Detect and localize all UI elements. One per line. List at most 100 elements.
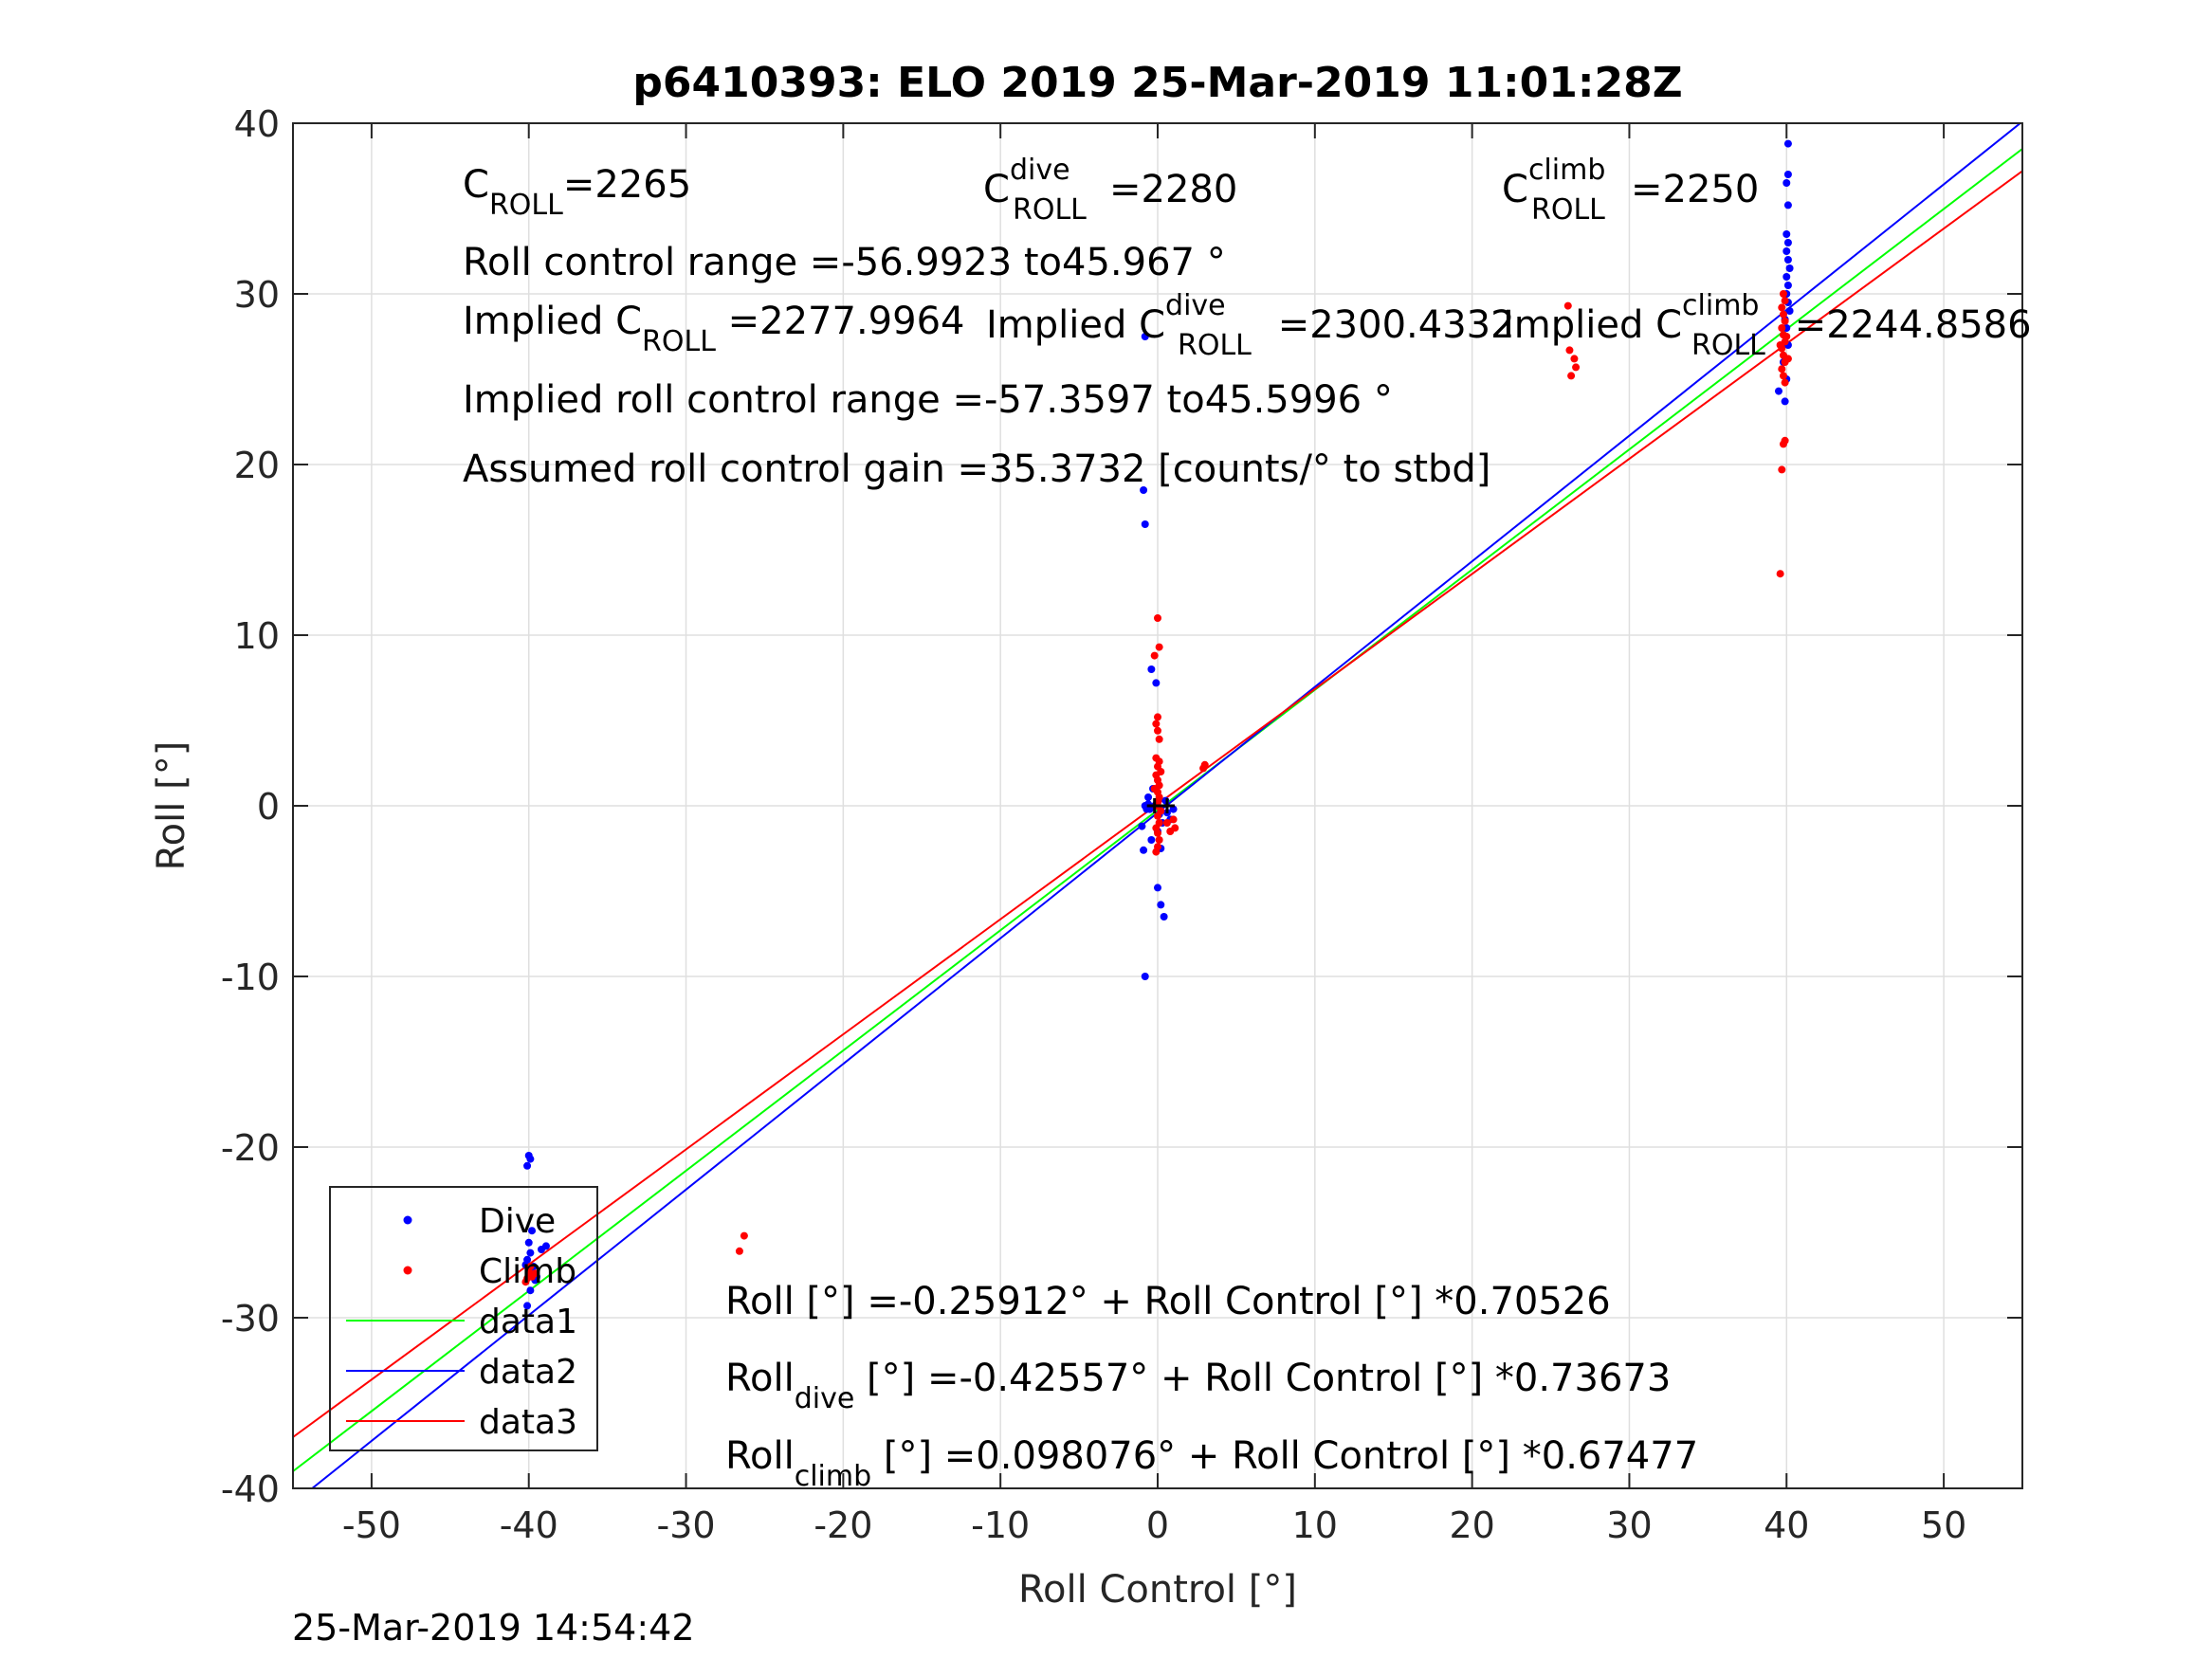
timestamp: 25-Mar-2019 14:54:42	[292, 1607, 695, 1649]
point-dive	[1154, 884, 1161, 892]
point-dive	[1141, 520, 1149, 528]
legend-label-data1: data1	[479, 1303, 577, 1341]
x-tick-label: -20	[814, 1504, 872, 1546]
x-tick-label: 40	[1764, 1504, 1809, 1546]
legend-items: Dive Climb data1 data2 data3	[346, 1202, 577, 1442]
point-climb	[735, 1247, 743, 1255]
y-axis-label: Roll [°]	[150, 741, 193, 871]
tick-labels: -50 -40 -30 -20 -10 0 10 20 30 40 50 -40 -30 -20 -10 0 1…	[221, 103, 1966, 1546]
annotation-implied-c-roll: Implied CROLL =2277.9964	[463, 300, 964, 358]
chart-title: p6410393: ELO 2019 25-Mar-2019 11:01:28Z	[632, 59, 1682, 107]
legend-label-climb: Climb	[479, 1252, 576, 1291]
legend-box	[329, 1186, 598, 1451]
point-dive	[1783, 171, 1792, 178]
point-climb	[1779, 372, 1787, 380]
point-climb	[1781, 378, 1789, 387]
point-climb	[1152, 848, 1161, 856]
point-climb	[1567, 372, 1576, 380]
point-dive	[1783, 256, 1792, 264]
y-tick-label: 20	[234, 445, 280, 486]
point-climb	[1154, 614, 1161, 622]
point-climb	[1779, 310, 1787, 319]
annotation-fit-all: Roll [°] =-0.25912° + Roll Control [°] *…	[725, 1280, 1611, 1323]
x-tick-label: 10	[1292, 1504, 1338, 1546]
point-climb	[1565, 346, 1574, 355]
x-tick-label: 0	[1146, 1504, 1169, 1546]
legend: Dive Climb data1 data2 data3	[329, 1186, 598, 1451]
point-dive	[1782, 230, 1791, 238]
point-climb	[1778, 324, 1786, 332]
point-dive	[1157, 901, 1165, 909]
point-climb	[1783, 355, 1792, 363]
point-climb	[1778, 365, 1786, 374]
point-dive	[1783, 139, 1792, 148]
point-climb	[1776, 570, 1784, 578]
point-dive	[526, 1249, 535, 1257]
point-climb	[1154, 811, 1161, 820]
point-climb	[1154, 829, 1161, 837]
point-dive	[1781, 397, 1789, 406]
x-tick-label: 50	[1921, 1504, 1966, 1546]
point-climb	[1152, 720, 1161, 728]
annotation-c-roll-dive: Cdive ROLL =2280	[983, 154, 1237, 227]
annotation-fit-climb: Rollclimb [°] =0.098076° + Roll Control …	[725, 1434, 1698, 1493]
center-cross-climb	[1159, 798, 1175, 813]
point-dive	[526, 1286, 535, 1295]
x-tick-label: 30	[1606, 1504, 1652, 1546]
point-climb	[740, 1231, 748, 1240]
point-dive	[1147, 665, 1156, 673]
y-tick-label: -10	[221, 957, 280, 998]
point-climb	[1155, 735, 1163, 743]
annotation-fit-dive: Rolldive [°] =-0.42557° + Roll Control […	[725, 1357, 1671, 1415]
x-tick-label: -50	[342, 1504, 401, 1546]
y-tick-label: -20	[221, 1127, 280, 1169]
point-dive	[1141, 802, 1149, 810]
x-tick-label: -40	[500, 1504, 558, 1546]
point-climb	[1563, 301, 1572, 310]
point-climb	[1199, 764, 1208, 773]
legend-marker-dive	[403, 1215, 412, 1225]
point-climb	[1781, 317, 1789, 325]
x-tick-label: -10	[971, 1504, 1030, 1546]
axes	[292, 122, 2023, 1489]
x-tick-label: -30	[657, 1504, 716, 1546]
annotation-implied-roll-control-range: Implied roll control range =-57.3597 to4…	[463, 378, 1393, 422]
y-tick-label: 30	[234, 274, 280, 316]
center-markers	[1146, 798, 1175, 813]
annotation-c-roll-climb: Cclimb ROLL =2250	[1502, 154, 1759, 227]
point-dive	[1782, 273, 1791, 281]
point-climb	[1570, 355, 1579, 363]
point-dive	[1140, 486, 1148, 494]
point-dive	[1160, 913, 1168, 921]
point-dive	[1141, 973, 1149, 980]
point-dive	[1782, 179, 1791, 187]
point-dive	[1169, 805, 1178, 813]
annotation-assumed-gain: Assumed roll control gain =35.3732 [coun…	[463, 447, 1490, 491]
point-dive	[1140, 846, 1148, 854]
point-climb	[523, 1274, 532, 1283]
point-dive	[523, 1302, 532, 1310]
point-climb	[1162, 819, 1171, 827]
point-dive	[1138, 822, 1146, 830]
point-dive	[1783, 282, 1792, 289]
point-dive	[526, 1155, 535, 1163]
y-tick-label: 10	[234, 615, 280, 657]
y-tick-label: -40	[221, 1468, 280, 1510]
point-climb	[1154, 713, 1161, 721]
y-tick-label: 0	[257, 786, 280, 828]
annotation-implied-c-roll-climb: Implied Cclimb ROLL =2244.8586	[1503, 289, 2032, 362]
point-dive	[1141, 333, 1149, 340]
plot-area	[293, 123, 2022, 1488]
legend-label-dive: Dive	[479, 1202, 556, 1241]
legend-label-data2: data2	[479, 1353, 577, 1392]
point-climb	[1171, 824, 1179, 832]
point-climb	[1778, 303, 1786, 312]
point-climb	[1572, 363, 1581, 372]
point-climb	[1154, 726, 1161, 735]
point-climb	[1778, 465, 1786, 474]
point-climb	[1169, 815, 1178, 824]
point-climb	[1155, 643, 1163, 651]
annotation-implied-c-roll-dive: Implied Cdive ROLL =2300.4332	[986, 289, 1515, 362]
point-dive	[1785, 307, 1794, 315]
